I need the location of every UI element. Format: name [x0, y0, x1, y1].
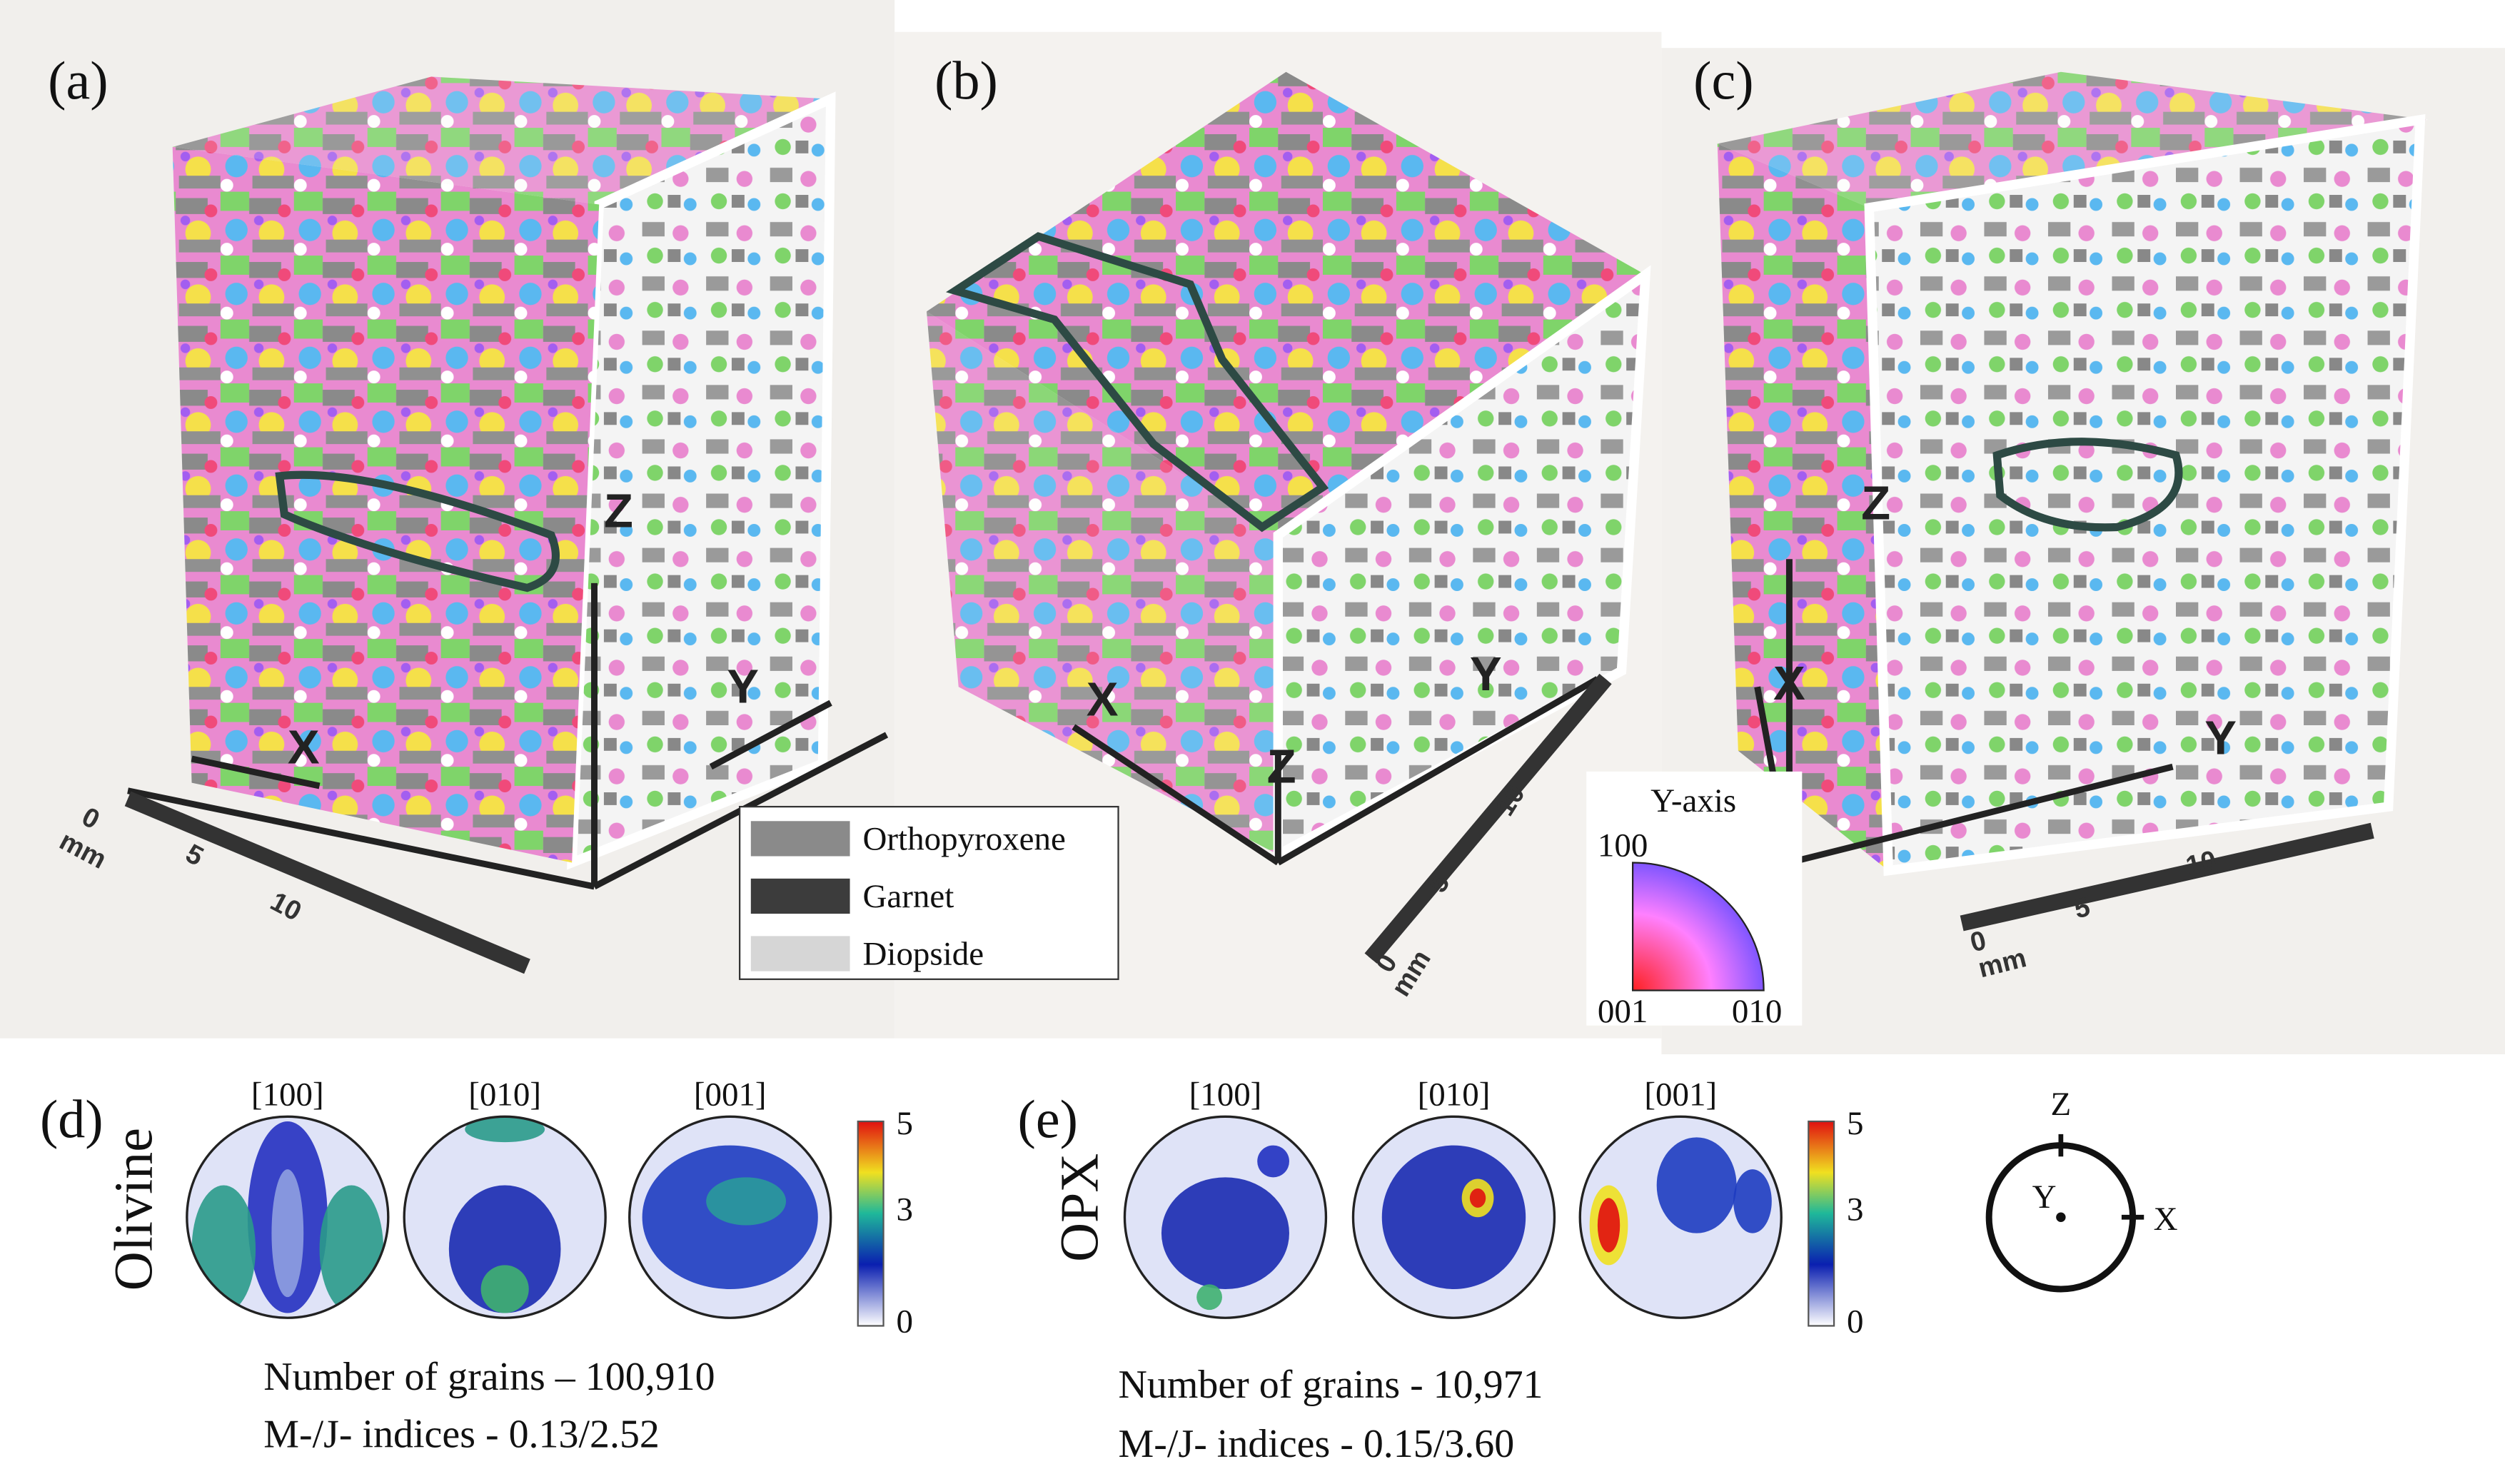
axis-letter: X — [288, 721, 320, 774]
panel-label: (e) — [1018, 1089, 1078, 1149]
direction-label: [001] — [694, 1076, 767, 1114]
mineral-label: Olivine — [104, 1128, 164, 1291]
ipf-corner: 001 — [1598, 993, 1648, 1030]
legend-label: Garnet — [862, 878, 954, 915]
density-contour — [271, 1169, 304, 1298]
axis-lines — [1072, 676, 1608, 961]
pole-outline — [186, 1115, 390, 1319]
cube-front — [172, 146, 600, 863]
cube-top — [1717, 71, 2429, 208]
pole-figure — [1353, 1116, 1555, 1318]
cube-a — [124, 76, 889, 974]
axis-letter: Z — [604, 485, 633, 538]
pole-figure — [1580, 1116, 1782, 1318]
colorbar-label: 3 — [896, 1191, 913, 1228]
direction-label: [001] — [1644, 1076, 1717, 1114]
cube-left — [926, 311, 1279, 855]
reference-axis: Z — [2051, 1086, 2072, 1123]
legend-label: Diopside — [862, 936, 984, 973]
axis-letter: Z — [1861, 476, 1890, 530]
density-contour — [1469, 1188, 1486, 1208]
density-contour — [465, 1116, 545, 1143]
cube-right — [1273, 265, 1651, 863]
stats-line: Number of grains - 10,971 — [1119, 1363, 1543, 1407]
stats-line: Number of grains – 100,910 — [263, 1355, 715, 1399]
pole-outline — [403, 1115, 607, 1319]
legend-swatch — [750, 821, 850, 857]
axis-letter: Z — [1267, 740, 1296, 794]
density-contour — [1161, 1177, 1289, 1289]
axis-letter: X — [1087, 673, 1119, 727]
panel-label: (a) — [48, 51, 108, 111]
pole-outline — [628, 1115, 832, 1319]
axis-letter: Y — [1470, 647, 1502, 701]
cube-b — [926, 71, 1651, 964]
colorbar-label: 0 — [1847, 1303, 1863, 1340]
region-outline — [275, 470, 560, 592]
reference-point — [2056, 1212, 2066, 1222]
density-contour — [1597, 1198, 1621, 1253]
region-outline — [946, 232, 1329, 532]
reference-axis: Y — [2032, 1178, 2057, 1216]
stats-line: M-/J- indices - 0.13/2.52 — [263, 1413, 660, 1457]
colorbar-label: 3 — [1847, 1191, 1863, 1228]
density-contour — [1733, 1169, 1772, 1233]
colorbar — [1808, 1120, 1835, 1327]
reference-axis: X — [2154, 1201, 2178, 1238]
density-contour — [1656, 1137, 1737, 1233]
density-contour — [1196, 1284, 1222, 1311]
scale-bar — [1364, 673, 1612, 964]
cube-side — [567, 91, 836, 870]
colorbar-label: 5 — [896, 1105, 913, 1142]
region-outline — [1992, 438, 2183, 532]
pole-figure — [629, 1116, 831, 1318]
ipf-corner: 100 — [1598, 827, 1648, 864]
pole-outline — [1123, 1115, 1328, 1319]
direction-label: [100] — [1189, 1076, 1262, 1114]
pole-outline — [1578, 1115, 1783, 1319]
scale-bar — [1960, 822, 2374, 932]
colorbar-label: 5 — [1847, 1105, 1863, 1142]
scale-bar — [124, 791, 530, 974]
stats-line: M-/J- indices - 0.15/3.60 — [1119, 1422, 1515, 1466]
pole-figure — [1124, 1116, 1326, 1318]
cube-c — [1717, 71, 2429, 932]
density-contour — [448, 1185, 561, 1313]
axis-letter: Y — [727, 660, 759, 714]
axis-letter: Y — [2204, 711, 2237, 764]
density-contour — [480, 1265, 529, 1313]
panel-label: (c) — [1693, 51, 1753, 111]
colorbar-label: 0 — [896, 1303, 913, 1340]
direction-label: [100] — [251, 1076, 324, 1114]
density-contour — [1381, 1145, 1526, 1289]
colorbar — [857, 1120, 884, 1327]
cube-front — [1864, 113, 2426, 877]
legend-swatch — [750, 936, 850, 971]
cube-top — [926, 71, 1646, 535]
pole-outline — [1351, 1115, 1556, 1319]
ipf-title: Y-axis — [1650, 782, 1736, 819]
density-contour — [706, 1177, 787, 1226]
panel-label: (b) — [934, 51, 998, 111]
pole-figure — [404, 1116, 606, 1318]
panel-label: (d) — [40, 1089, 104, 1149]
mineral-label: OPX — [1049, 1154, 1109, 1262]
legend-swatch — [750, 878, 850, 914]
direction-label: [010] — [468, 1076, 541, 1114]
scale-tick-label: 10 — [2183, 845, 2219, 882]
ipf-sector — [1631, 862, 1765, 991]
ipf-corner: 010 — [1732, 993, 1782, 1030]
legend-label: Orthopyroxene — [862, 821, 1065, 858]
reference-ticks — [2058, 1134, 2144, 1220]
direction-label: [010] — [1418, 1076, 1491, 1114]
density-contour — [1257, 1145, 1289, 1178]
axis-letter: X — [1773, 657, 1805, 710]
